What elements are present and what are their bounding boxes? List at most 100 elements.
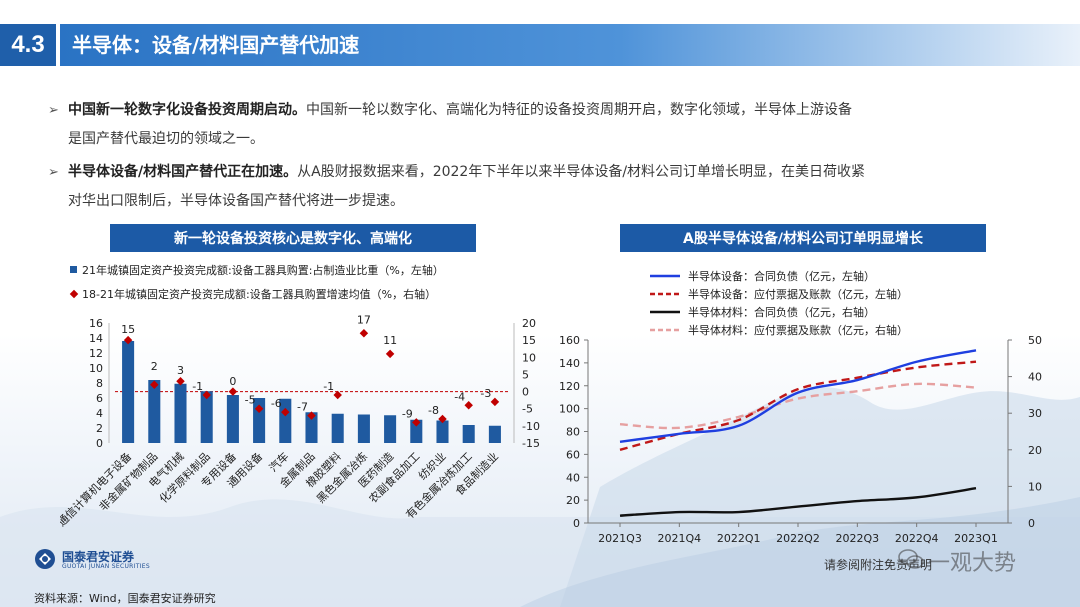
dot-data-label: 2 (151, 360, 158, 373)
bullet-2-line2: 对华出口限制后，半导体设备国产替代将进一步提速。 (68, 188, 404, 215)
left-axis-tick: 12 (89, 347, 103, 360)
right-legend-item: 半导体材料：合同负债（亿元，右轴） (650, 305, 875, 319)
right-axis-tick: 40 (1028, 371, 1042, 384)
dot-data-label: -5 (245, 394, 256, 407)
bar (436, 420, 449, 443)
dot-data-label: -8 (428, 404, 439, 417)
bullet-arrow-icon: ➢ (48, 103, 59, 118)
x-axis-tick: 2022Q3 (836, 532, 880, 545)
left-legend-bar: 21年城镇固定资产投资完成额:设备工器具购置:占制造业比重（%，左轴） (70, 263, 444, 277)
right-axis-tick: 30 (1028, 407, 1042, 420)
legend-dot-swatch (69, 289, 79, 299)
dot-data-label: 3 (177, 364, 184, 377)
wechat-icon (898, 549, 924, 569)
section-number: 4.3 (0, 24, 56, 66)
header-bar (60, 24, 1080, 66)
bar (148, 380, 161, 443)
company-logo-icon (35, 549, 55, 569)
right-legend-item: 半导体设备：合同负债（亿元，左轴） (650, 269, 875, 283)
right-axis-tick: 15 (522, 334, 536, 347)
mountain-decoration (0, 387, 1080, 607)
dot-data-label: -4 (454, 390, 465, 403)
right-axis-tick: 50 (1028, 334, 1042, 347)
bar (279, 398, 292, 443)
series-line (619, 382, 977, 430)
bullet-1-line2: 是国产替代最迫切的领域之一。 (68, 126, 264, 153)
series-line (619, 349, 977, 443)
x-axis-tick: 2021Q4 (658, 532, 702, 545)
right-axis-tick: 20 (522, 317, 536, 330)
left-axis-tick: 14 (89, 332, 103, 345)
legend-bar-swatch (70, 266, 77, 273)
bar (174, 383, 187, 443)
dot-data-label: -6 (271, 397, 282, 410)
left-axis-tick: 120 (559, 380, 580, 393)
left-legend-dot: 18-21年城镇固定资产投资完成额:设备工器具购置增速均值（%，右轴） (69, 287, 436, 301)
dot-data-label: -9 (402, 407, 413, 420)
dot-marker (359, 329, 369, 338)
right-axis-tick: -10 (522, 420, 540, 433)
left-axis-tick: 140 (559, 357, 580, 370)
bar (488, 425, 501, 443)
legend-series-label: 半导体设备：应付票据及账款（亿元，左轴） (688, 287, 908, 301)
dot-marker (438, 414, 447, 424)
left-chart-title: 新一轮设备投资核心是数字化、高端化 (110, 224, 476, 252)
dot-data-label: 11 (383, 334, 397, 347)
bullet-1-bold: 中国新一轮数字化设备投资周期启动。 (68, 102, 306, 118)
right-axis-tick: -5 (522, 403, 533, 416)
bullet-2-bold: 半导体设备/材料国产替代正在加速。 (68, 164, 298, 180)
dot-marker (385, 349, 395, 359)
right-legend-item: 半导体材料：应付票据及账款（亿元，右轴） (650, 323, 908, 337)
left-axis-tick: 100 (559, 403, 580, 416)
bar (200, 391, 213, 443)
dot-marker (228, 387, 238, 396)
x-axis-tick: 2022Q2 (776, 532, 820, 545)
source-note: 资料来源：Wind，国泰君安证券研究 (34, 592, 216, 605)
bullet-1-text2: 是国产替代最迫切的领域之一。 (68, 131, 264, 147)
right-axis-tick: 10 (522, 351, 536, 364)
right-axis-tick: 10 (1028, 480, 1042, 493)
left-chart: 21年城镇固定资产投资完成额:设备工器具购置:占制造业比重（%，左轴） 18-21… (60, 263, 540, 529)
bullet-arrow-icon: ➢ (48, 165, 59, 180)
dot-data-label: 17 (357, 313, 371, 326)
right-axis-tick: 0 (522, 386, 529, 399)
right-chart: 半导体设备：合同负债（亿元，左轴） 半导体设备：应付票据及账款（亿元，左轴） 半导体… (559, 269, 1042, 545)
dot-data-label: -3 (480, 387, 491, 400)
left-axis-tick: 20 (566, 494, 580, 507)
dot-data-label: 0 (229, 375, 236, 388)
left-axis-tick: 40 (566, 471, 580, 484)
left-axis-tick: 16 (89, 317, 103, 330)
legend-dot-label: 18-21年城镇固定资产投资完成额:设备工器具购置增速均值（%，右轴） (82, 287, 436, 301)
bar (384, 415, 397, 443)
dot-marker (412, 418, 421, 427)
x-axis-tick: 2021Q3 (598, 532, 642, 545)
legend-series-label: 半导体材料：合同负债（亿元，右轴） (688, 305, 875, 319)
watermark: 一观大势 (928, 551, 1017, 576)
bar (410, 419, 423, 443)
right-axis-tick: 20 (1028, 444, 1042, 457)
left-axis-tick: 4 (96, 407, 103, 420)
left-axis-tick: 0 (573, 517, 580, 530)
left-axis-tick: 8 (96, 377, 103, 390)
bar (122, 341, 135, 443)
dot-marker (281, 407, 290, 417)
series-line (619, 360, 977, 451)
right-axis-tick: 0 (1028, 517, 1035, 530)
left-axis-tick: 6 (96, 392, 103, 405)
bar (226, 395, 239, 443)
bullet-2-text: 从A股财报数据来看，2022年下半年以来半导体设备/材料公司订单增长明显，在美日… (297, 164, 866, 180)
dot-data-label: -1 (323, 380, 334, 393)
dot-marker (464, 401, 473, 410)
dot-marker (307, 411, 316, 420)
company-logo-en: GUOTAI JUNAN SECURITIES (62, 563, 150, 570)
left-axis-tick: 10 (89, 362, 103, 375)
dot-data-label: 15 (121, 323, 135, 336)
x-axis-tick: 2022Q1 (717, 532, 761, 545)
left-axis-tick: 160 (559, 334, 580, 347)
x-axis-tick: 2023Q1 (954, 532, 998, 545)
right-chart-title: A股半导体设备/材料公司订单明显增长 (620, 224, 986, 252)
left-axis-tick: 60 (566, 448, 580, 461)
page-title: 半导体：设备/材料国产替代加速 (72, 33, 360, 57)
dot-marker (333, 390, 342, 400)
legend-series-label: 半导体材料：应付票据及账款（亿元，右轴） (688, 323, 908, 337)
